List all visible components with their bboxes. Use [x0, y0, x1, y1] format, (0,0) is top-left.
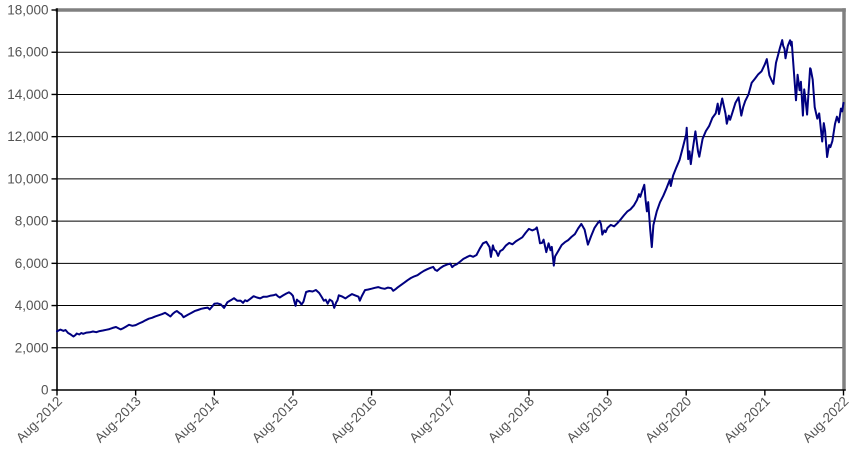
x-axis-label: Aug-2021: [721, 394, 773, 446]
y-axis-label: 4,000: [15, 298, 49, 313]
x-axis-label: Aug-2016: [328, 394, 380, 446]
x-axis-label: Aug-2022: [800, 394, 852, 446]
y-axis-label: 12,000: [7, 129, 48, 144]
x-axis-label: Aug-2015: [249, 394, 301, 446]
x-axis-label: Aug-2013: [92, 394, 144, 446]
x-axis-label: Aug-2018: [485, 394, 537, 446]
x-axis-label: Aug-2014: [170, 393, 222, 445]
y-axis-label: 2,000: [15, 340, 49, 355]
y-axis-label: 18,000: [7, 3, 48, 18]
y-axis-label: 0: [41, 383, 49, 398]
y-axis-label: 8,000: [15, 214, 49, 229]
price-line-series: [56, 39, 845, 338]
y-axis-label: 14,000: [7, 87, 48, 102]
x-axis-label: Aug-2017: [406, 394, 458, 446]
y-axis-label: 6,000: [15, 256, 49, 271]
x-axis-label: Aug-2012: [13, 394, 65, 446]
y-axis-label: 10,000: [7, 171, 48, 186]
x-axis-label: Aug-2019: [564, 394, 616, 446]
y-axis-label: 16,000: [7, 45, 48, 60]
x-axis-label: Aug-2020: [642, 394, 694, 446]
